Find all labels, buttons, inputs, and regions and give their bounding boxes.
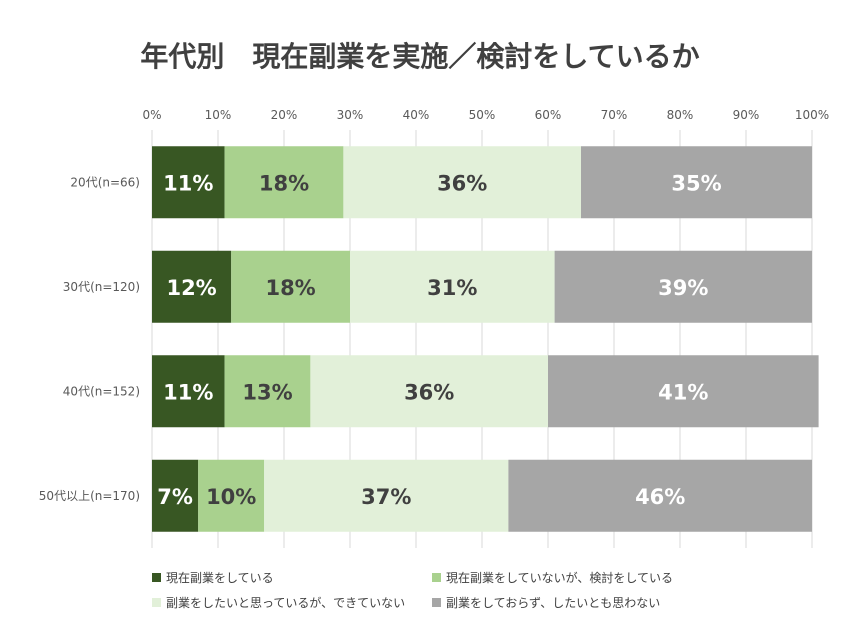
category-label: 30代(n=120) xyxy=(63,280,140,294)
bar-segment xyxy=(152,355,225,428)
bar-segment xyxy=(548,355,819,428)
data-label: 35% xyxy=(671,171,721,195)
bar-segment xyxy=(343,146,581,219)
legend-item: 現在副業をしていないが、検討をしている xyxy=(446,570,673,585)
legend-swatch xyxy=(152,598,161,607)
x-tick-label: 30% xyxy=(337,108,364,122)
data-label: 18% xyxy=(259,171,309,195)
bar-segment xyxy=(224,355,311,428)
data-label: 10% xyxy=(206,485,256,509)
bar-segment xyxy=(264,459,509,532)
legend-item: 副業をしたいと思っているが、できていない xyxy=(166,595,405,610)
x-tick-label: 100% xyxy=(795,108,829,122)
data-label: 41% xyxy=(658,380,708,404)
category-label: 50代以上(n=170) xyxy=(39,489,140,503)
legend-item: 現在副業をしている xyxy=(166,571,274,585)
category-label: 40代(n=152) xyxy=(63,384,140,398)
legend: 現在副業をしている 現在副業をしていないが、検討をしている副業をしたいと思っている… xyxy=(152,570,673,610)
category-labels: 20代(n=66) 30代(n=120) 40代(n=152) 50代以上(n=170… xyxy=(39,175,140,503)
x-tick-label: 0% xyxy=(142,108,161,122)
bar-segment xyxy=(198,459,265,532)
chart-title: 年代別 現在副業を実施／検討をしているか xyxy=(140,40,699,73)
data-label: 18% xyxy=(265,276,315,300)
data-label: 7% xyxy=(157,485,193,509)
x-axis-ticks: 0% 10% 20% 30% 40% 50% 60% 70% 80% 90% 100% xyxy=(142,108,829,122)
category-label: 20代(n=66) xyxy=(70,175,140,189)
bar-segment xyxy=(508,459,812,532)
data-label: 12% xyxy=(166,276,216,300)
x-tick-label: 10% xyxy=(205,108,232,122)
legend-swatch xyxy=(432,598,441,607)
bar-segment xyxy=(581,146,812,219)
bar-segment xyxy=(350,250,555,323)
bar-segment xyxy=(152,250,232,323)
bar-segment xyxy=(224,146,344,219)
x-tick-label: 50% xyxy=(469,108,496,122)
x-tick-label: 20% xyxy=(271,108,298,122)
data-label: 46% xyxy=(635,485,685,509)
data-label: 36% xyxy=(437,171,487,195)
bar-segment xyxy=(152,459,199,532)
x-tick-label: 60% xyxy=(535,108,562,122)
legend-swatch xyxy=(152,573,161,582)
data-label: 13% xyxy=(242,380,292,404)
data-label: 36% xyxy=(404,380,454,404)
bar-segment xyxy=(231,250,350,323)
data-label: 39% xyxy=(658,276,708,300)
legend-swatch xyxy=(432,573,441,582)
data-label: 11% xyxy=(163,171,213,195)
x-tick-label: 80% xyxy=(667,108,694,122)
data-label: 11% xyxy=(163,380,213,404)
bar-segment xyxy=(554,250,812,323)
legend-item: 副業をしておらず、したいとも思わない xyxy=(446,596,660,610)
data-label: 37% xyxy=(361,485,411,509)
x-tick-label: 40% xyxy=(403,108,430,122)
bar-segment xyxy=(152,146,225,219)
bar-segment xyxy=(310,355,548,428)
x-tick-label: 90% xyxy=(733,108,760,122)
bars: 11% 18% 36% 35% 12% 18% 31% 39% 11% 13% 36% 41% 7% 10… xyxy=(152,146,819,532)
x-tick-label: 70% xyxy=(601,108,628,122)
data-label: 31% xyxy=(427,276,477,300)
